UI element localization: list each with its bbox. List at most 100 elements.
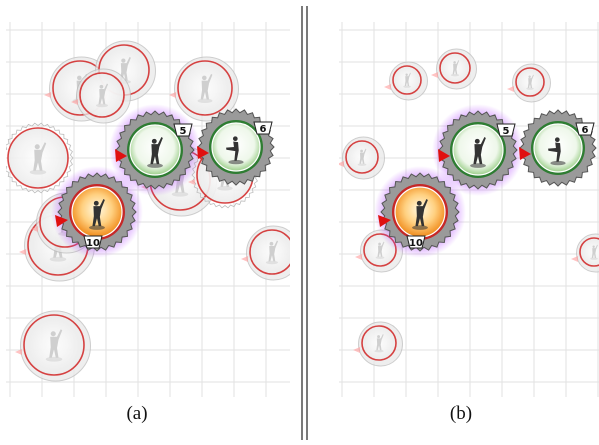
player-body — [226, 141, 239, 161]
number-badge: 5 — [496, 123, 516, 137]
player-number: 6 — [582, 125, 589, 136]
direction-arrow — [115, 149, 127, 162]
badge-shape — [173, 123, 193, 137]
player-head — [360, 149, 363, 153]
ghost-arrow — [0, 162, 6, 168]
player-body — [376, 334, 384, 351]
player-body — [359, 148, 367, 164]
number-badge: 6 — [253, 121, 273, 135]
player-body — [377, 241, 385, 257]
badge-shape — [406, 235, 426, 249]
player-head — [202, 75, 207, 81]
player-number: 10 — [86, 238, 100, 249]
player-number: 5 — [180, 126, 187, 137]
player-head — [474, 138, 480, 144]
ghost-token — [241, 225, 290, 281]
player-body — [527, 74, 534, 88]
player-body — [33, 142, 47, 171]
badge-shape — [253, 121, 273, 135]
ghost-token — [507, 63, 551, 103]
player-head — [50, 331, 56, 337]
player-shadow — [228, 159, 244, 165]
ghost-arrow — [15, 349, 22, 355]
player-head — [405, 73, 408, 76]
player-head — [378, 242, 381, 246]
player-body — [473, 136, 486, 165]
caption-b: (b) — [449, 403, 473, 424]
ghost-arrow — [507, 86, 514, 92]
token-player-10: 10 — [374, 166, 466, 258]
player-number: 10 — [409, 238, 423, 249]
ghost-arrow — [71, 99, 78, 105]
ghost-arrow — [44, 92, 51, 98]
ghost-arrow — [571, 256, 578, 262]
player-head — [592, 245, 595, 248]
number-badge: 6 — [575, 122, 595, 136]
player-shadow — [550, 160, 566, 166]
ghost-arrow — [188, 179, 195, 185]
player-head — [554, 137, 560, 143]
player-shadow — [147, 163, 163, 168]
ghost-arrow — [353, 347, 360, 353]
player-head — [93, 200, 99, 206]
player-body — [120, 56, 131, 81]
player-body — [548, 142, 561, 162]
player-shadow — [197, 98, 213, 103]
player-body — [150, 136, 163, 165]
player-shadow — [89, 225, 105, 230]
player-head — [269, 241, 274, 246]
ghost-token — [384, 61, 428, 101]
token-player-6: 6 — [197, 108, 275, 186]
player-shadow — [49, 256, 67, 262]
ghost-arrow — [384, 84, 391, 90]
player-shadow — [374, 349, 384, 353]
player-shadow — [357, 163, 367, 166]
player-body — [452, 60, 460, 75]
player-shadow — [29, 169, 47, 175]
direction-arrow — [519, 147, 531, 160]
player-body — [268, 240, 279, 262]
player-head — [232, 136, 238, 142]
ghost-token — [571, 233, 599, 273]
player-head — [416, 200, 422, 206]
ghost-token — [15, 310, 91, 382]
player-body — [98, 83, 109, 105]
number-badge: 5 — [173, 123, 193, 137]
ghost-token — [71, 68, 131, 124]
ghost-token — [339, 136, 385, 180]
badge-shape — [496, 123, 516, 137]
token-player-10: 10 — [51, 166, 143, 258]
player-head — [453, 61, 456, 64]
ghost-arrow — [19, 249, 26, 255]
direction-arrow — [438, 149, 450, 162]
panel-b: 10 5 6 — [339, 22, 599, 397]
direction-arrow — [197, 146, 209, 159]
ghost-arrow — [169, 92, 176, 98]
player-head — [121, 58, 126, 63]
player-head — [377, 335, 381, 339]
player-shadow — [590, 257, 598, 260]
player-head — [528, 75, 531, 78]
direction-arrow — [55, 215, 68, 227]
player-number: 6 — [260, 124, 267, 135]
player-shadow — [45, 356, 63, 362]
ghost-token — [0, 122, 74, 194]
token-player-5: 5 — [109, 104, 201, 196]
player-shadow — [526, 87, 534, 90]
ghost-token — [431, 48, 477, 90]
ghost-gear — [6, 122, 74, 194]
number-badge: 10 — [83, 235, 103, 249]
ghost-token — [169, 56, 239, 122]
direction-arrow — [378, 215, 391, 227]
player-shadow — [375, 256, 385, 259]
player-body — [415, 198, 428, 227]
player-body — [404, 72, 411, 86]
ghost-arrow — [339, 161, 344, 167]
player-shadow — [95, 103, 109, 108]
ghost-arrow — [241, 256, 248, 262]
player-shadow — [171, 191, 189, 197]
token-player-5: 5 — [432, 104, 524, 196]
panel-a: 10 5 6 — [0, 22, 290, 397]
player-shadow — [450, 73, 460, 77]
